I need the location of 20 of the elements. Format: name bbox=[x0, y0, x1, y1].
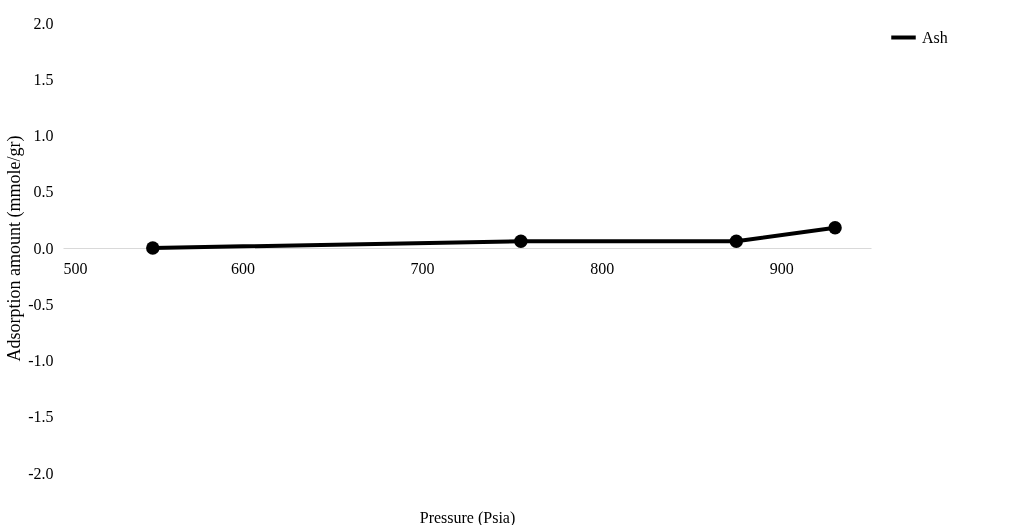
x-tick-label: 800 bbox=[590, 259, 615, 277]
y-tick-label: 1.0 bbox=[33, 127, 54, 144]
y-tick-label: -1.0 bbox=[28, 352, 54, 369]
x-tick-label: 600 bbox=[231, 259, 256, 277]
y-tick-label: 0.0 bbox=[33, 239, 54, 257]
point bbox=[729, 234, 744, 248]
y-tick-label: 0.5 bbox=[33, 183, 54, 201]
x-tick-label: 900 bbox=[769, 259, 794, 277]
y-tick-label: 1.5 bbox=[33, 70, 54, 88]
y-axis-title: Adsorption amount (mmole/gr) bbox=[4, 135, 26, 362]
y-tick-label: -2.0 bbox=[28, 464, 54, 482]
point bbox=[146, 241, 160, 255]
y-tick-label: -1.5 bbox=[28, 408, 54, 426]
legend-label: Ash bbox=[922, 28, 948, 46]
point bbox=[828, 221, 842, 235]
x-tick-label: 500 bbox=[63, 259, 88, 277]
point bbox=[514, 234, 528, 248]
y-tick-label: 2.0 bbox=[33, 14, 54, 32]
x-tick-label: 700 bbox=[410, 259, 435, 277]
y-tick-label: -0.5 bbox=[28, 295, 54, 313]
